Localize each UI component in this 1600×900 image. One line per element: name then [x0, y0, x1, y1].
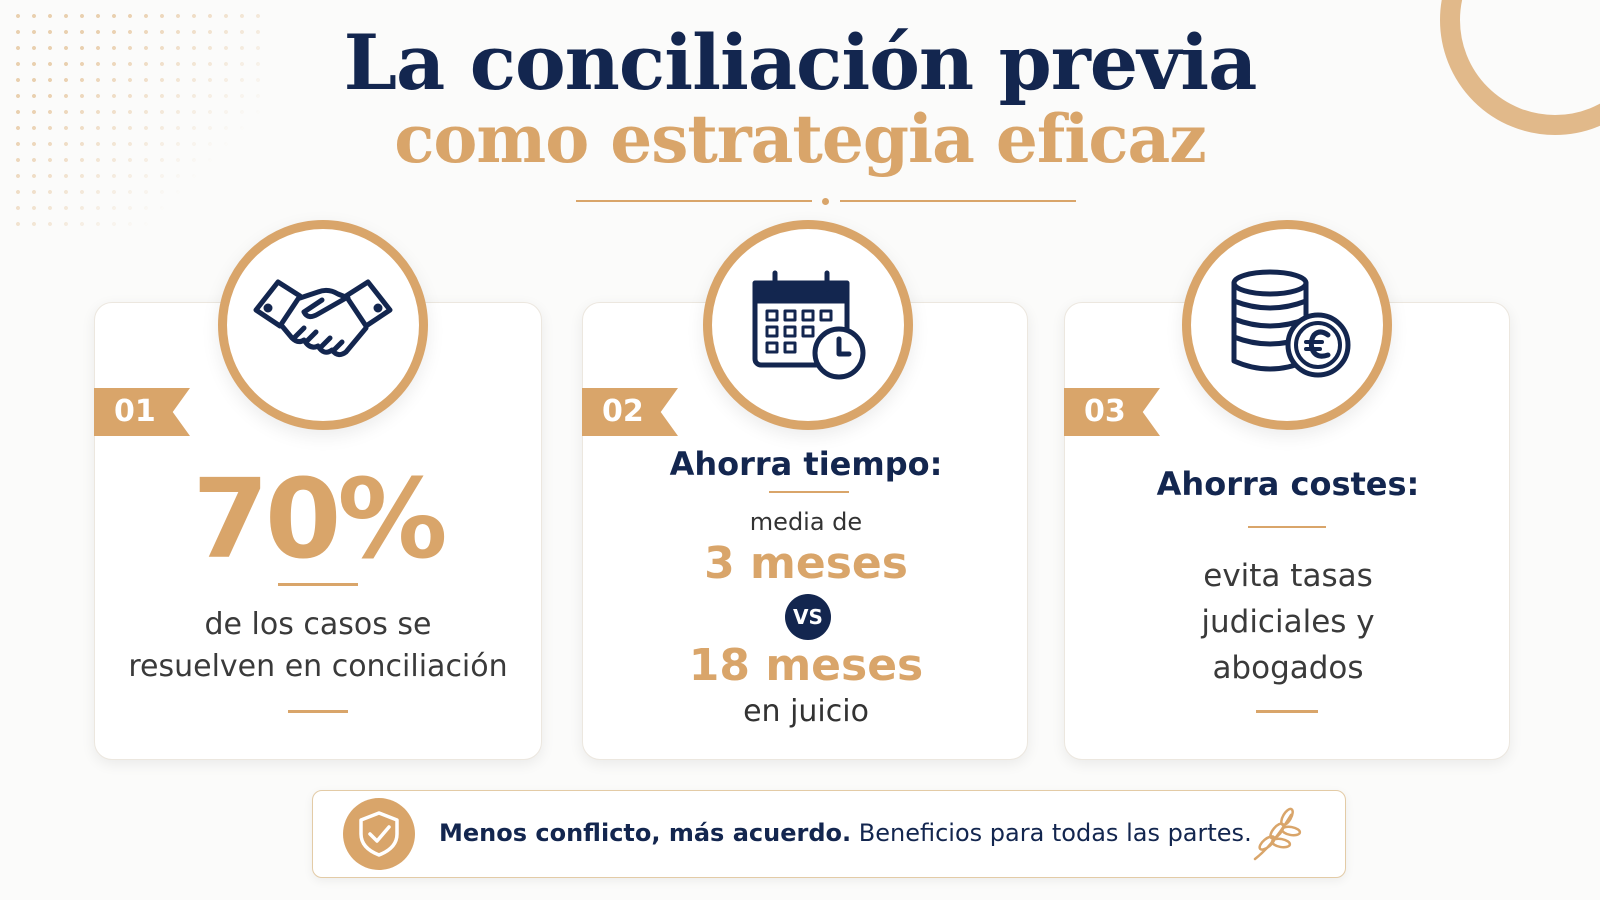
value-trial: 18 meses	[688, 640, 924, 691]
shield-circle	[343, 798, 415, 870]
banner-message: Menos conflicto, más acuerdo. Beneficios…	[439, 819, 1252, 847]
icon-circle	[1182, 220, 1392, 430]
cost-description: evita tasas judiciales y abogados	[1064, 553, 1512, 691]
calendar-clock-icon	[752, 270, 866, 380]
description-line-2: judiciales y	[1201, 604, 1375, 640]
handshake-icon	[253, 279, 393, 358]
divider-line	[769, 491, 849, 493]
versus-badge: VS	[785, 594, 831, 640]
stat-description: de los casos se resuelven en conciliació…	[94, 604, 542, 688]
banner-bold-text: Menos conflicto, más acuerdo.	[439, 819, 852, 847]
divider-line	[1256, 710, 1318, 713]
benefits-banner: Menos conflicto, más acuerdo. Beneficios…	[312, 790, 1346, 878]
icon-circle	[218, 220, 428, 430]
description-line-1: de los casos se	[204, 607, 432, 642]
title-line-2: como estrategia eficaz	[394, 100, 1207, 178]
dot-pattern-decoration	[10, 8, 260, 238]
shield-check-icon	[359, 811, 399, 857]
icon-circle	[703, 220, 913, 430]
divider-line	[1248, 526, 1326, 528]
coins-euro-icon	[1231, 269, 1351, 378]
trial-label: en juicio	[743, 694, 869, 729]
laurel-icon	[1253, 807, 1302, 861]
card-heading: Ahorra costes:	[1156, 465, 1420, 503]
title-divider	[576, 198, 1076, 205]
title-line-1: La conciliación previa	[343, 18, 1258, 107]
description-line-1: evita tasas	[1203, 558, 1373, 594]
card-heading: Ahorra tiempo:	[669, 445, 943, 483]
average-label: media de	[749, 508, 863, 536]
description-line-2: resuelven en conciliación	[128, 649, 508, 684]
description-line-3: abogados	[1212, 650, 1364, 686]
divider-line	[278, 583, 358, 586]
divider-line	[288, 710, 348, 713]
banner-text: Beneficios para todas las partes.	[858, 819, 1252, 847]
value-conciliation: 3 meses	[704, 538, 908, 589]
stat-percentage: 70%	[192, 455, 447, 583]
